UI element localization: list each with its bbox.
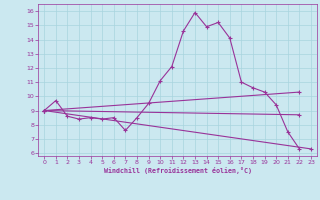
X-axis label: Windchill (Refroidissement éolien,°C): Windchill (Refroidissement éolien,°C) xyxy=(104,167,252,174)
